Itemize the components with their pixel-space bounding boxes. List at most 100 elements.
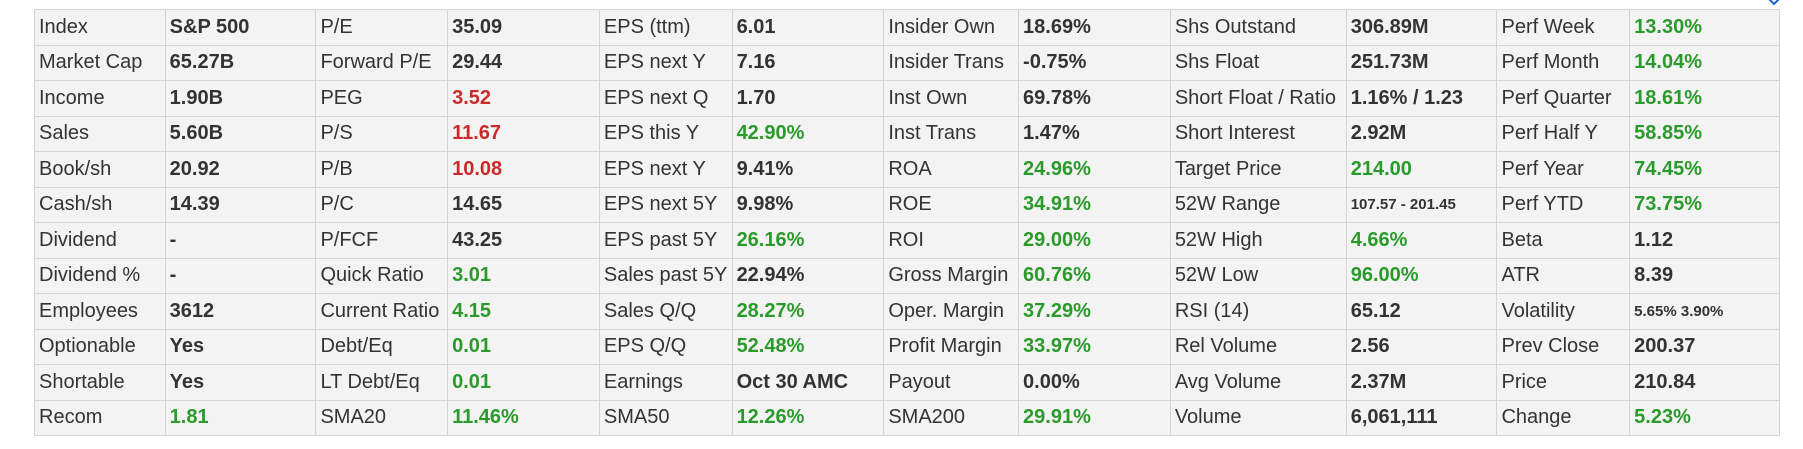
metric-label[interactable]: Rel Volume — [1169, 328, 1347, 365]
metric-label[interactable]: ROE — [883, 186, 1020, 223]
metric-label[interactable]: EPS next Y — [598, 151, 733, 188]
metric-label[interactable]: ROI — [883, 222, 1020, 259]
metric-label[interactable]: Payout — [883, 364, 1020, 401]
metric-value: 1.90B — [164, 80, 317, 117]
metric-label[interactable]: EPS past 5Y — [598, 222, 733, 259]
metric-value: 107.57 - 201.45 — [1345, 186, 1498, 223]
table-row: Dividend - P/FCF 43.25 EPS past 5Y 26.16% ROI 2… — [34, 222, 1780, 259]
metric-label[interactable]: Target Price — [1169, 151, 1347, 188]
metric-value: 210.84 — [1629, 364, 1780, 401]
metric-label[interactable]: Prev Close — [1496, 328, 1631, 365]
metric-label[interactable]: Book/sh — [34, 151, 166, 188]
metric-label[interactable]: Shs Outstand — [1169, 9, 1347, 46]
metric-label[interactable]: SMA50 — [598, 399, 733, 436]
metric-label[interactable]: Sales past 5Y — [598, 257, 733, 294]
metric-label[interactable]: Volatility — [1496, 293, 1631, 330]
metric-label[interactable]: Inst Own — [883, 80, 1020, 117]
metric-value: 14.04% — [1629, 44, 1780, 81]
metric-label[interactable]: Dividend — [34, 222, 166, 259]
metric-label[interactable]: Insider Trans — [883, 44, 1020, 81]
metric-label[interactable]: Dividend % — [34, 257, 166, 294]
metric-label[interactable]: Short Float / Ratio — [1169, 80, 1347, 117]
table-row: Cash/sh 14.39 P/C 14.65 EPS next 5Y 9.98% ROE 3… — [34, 186, 1780, 223]
metric-label[interactable]: Index — [34, 9, 166, 46]
metric-value: 9.41% — [731, 151, 885, 188]
metric-label[interactable]: ATR — [1496, 257, 1631, 294]
metric-value: 2.92M — [1345, 115, 1498, 152]
metric-value: 69.78% — [1018, 80, 1171, 117]
metric-label[interactable]: LT Debt/Eq — [315, 364, 449, 401]
metric-label[interactable]: RSI (14) — [1169, 293, 1347, 330]
metric-label[interactable]: Profit Margin — [883, 328, 1020, 365]
metric-value: 29.91% — [1018, 399, 1171, 436]
metric-label[interactable]: Employees — [34, 293, 166, 330]
metric-label[interactable]: Earnings — [598, 364, 733, 401]
metric-value: 14.65 — [447, 186, 600, 223]
metric-label[interactable]: 52W Range — [1169, 186, 1347, 223]
metric-label[interactable]: Inst Trans — [883, 115, 1020, 152]
metric-label[interactable]: Short Interest — [1169, 115, 1347, 152]
metric-label[interactable]: Sales Q/Q — [598, 293, 733, 330]
metric-label[interactable]: P/FCF — [315, 222, 449, 259]
metric-value: 0.00% — [1018, 364, 1171, 401]
metric-label[interactable]: Perf Half Y — [1496, 115, 1631, 152]
metric-value: 3612 — [164, 293, 317, 330]
metric-label[interactable]: Price — [1496, 364, 1631, 401]
metric-label[interactable]: Volume — [1169, 399, 1347, 436]
metric-value: 96.00% — [1345, 257, 1498, 294]
metric-label[interactable]: Beta — [1496, 222, 1631, 259]
metric-value: 2.37M — [1345, 364, 1498, 401]
metric-value: 1.12 — [1629, 222, 1780, 259]
metric-value: 5.60B — [164, 115, 317, 152]
metric-label[interactable]: P/C — [315, 186, 449, 223]
metric-label[interactable]: P/E — [315, 9, 449, 46]
metric-label[interactable]: Perf Year — [1496, 151, 1631, 188]
metric-label[interactable]: Shs Float — [1169, 44, 1347, 81]
metric-label[interactable]: Insider Own — [883, 9, 1020, 46]
metric-label[interactable]: SMA200 — [883, 399, 1020, 436]
metric-value: 11.67 — [447, 115, 600, 152]
metric-label[interactable]: EPS next Y — [598, 44, 733, 81]
metric-label[interactable]: PEG — [315, 80, 449, 117]
metric-label[interactable]: Perf Quarter — [1496, 80, 1631, 117]
metric-label[interactable]: Perf Week — [1496, 9, 1631, 46]
metric-label[interactable]: Cash/sh — [34, 186, 166, 223]
metric-label[interactable]: Change — [1496, 399, 1631, 436]
metric-value: 22.94% — [731, 257, 885, 294]
metric-label[interactable]: EPS next 5Y — [598, 186, 733, 223]
metric-label[interactable]: ROA — [883, 151, 1020, 188]
metric-label[interactable]: P/S — [315, 115, 449, 152]
metric-value: 74.45% — [1629, 151, 1780, 188]
metric-label[interactable]: EPS Q/Q — [598, 328, 733, 365]
metric-label[interactable]: Recom — [34, 399, 166, 436]
metric-label[interactable]: Debt/Eq — [315, 328, 449, 365]
metric-label[interactable]: 52W High — [1169, 222, 1347, 259]
metric-label[interactable]: Forward P/E — [315, 44, 449, 81]
metric-label[interactable]: Perf YTD — [1496, 186, 1631, 223]
metric-value: 34.91% — [1018, 186, 1171, 223]
metric-label[interactable]: EPS next Q — [598, 80, 733, 117]
metric-label[interactable]: Market Cap — [34, 44, 166, 81]
metric-label[interactable]: Avg Volume — [1169, 364, 1347, 401]
metric-label[interactable]: Gross Margin — [883, 257, 1020, 294]
metric-value: - — [164, 222, 317, 259]
metric-label[interactable]: EPS this Y — [598, 115, 733, 152]
metric-label[interactable]: EPS (ttm) — [598, 9, 733, 46]
metric-label[interactable]: Current Ratio — [315, 293, 449, 330]
metric-value: - — [164, 257, 317, 294]
chevron-down-icon[interactable] — [1767, 0, 1781, 6]
metric-label[interactable]: 52W Low — [1169, 257, 1347, 294]
metric-label[interactable]: Optionable — [34, 328, 166, 365]
metric-label[interactable]: Income — [34, 80, 166, 117]
metric-label[interactable]: P/B — [315, 151, 449, 188]
table-row: Employees 3612 Current Ratio 4.15 Sales Q/Q 2… — [34, 293, 1780, 330]
metric-label[interactable]: Sales — [34, 115, 166, 152]
metric-label[interactable]: SMA20 — [315, 399, 449, 436]
metric-value: 8.39 — [1629, 257, 1780, 294]
metric-value: 214.00 — [1345, 151, 1498, 188]
metric-label[interactable]: Oper. Margin — [883, 293, 1020, 330]
metric-label[interactable]: Shortable — [34, 364, 166, 401]
metric-label[interactable]: Perf Month — [1496, 44, 1631, 81]
metric-value: 33.97% — [1018, 328, 1171, 365]
metric-label[interactable]: Quick Ratio — [315, 257, 449, 294]
